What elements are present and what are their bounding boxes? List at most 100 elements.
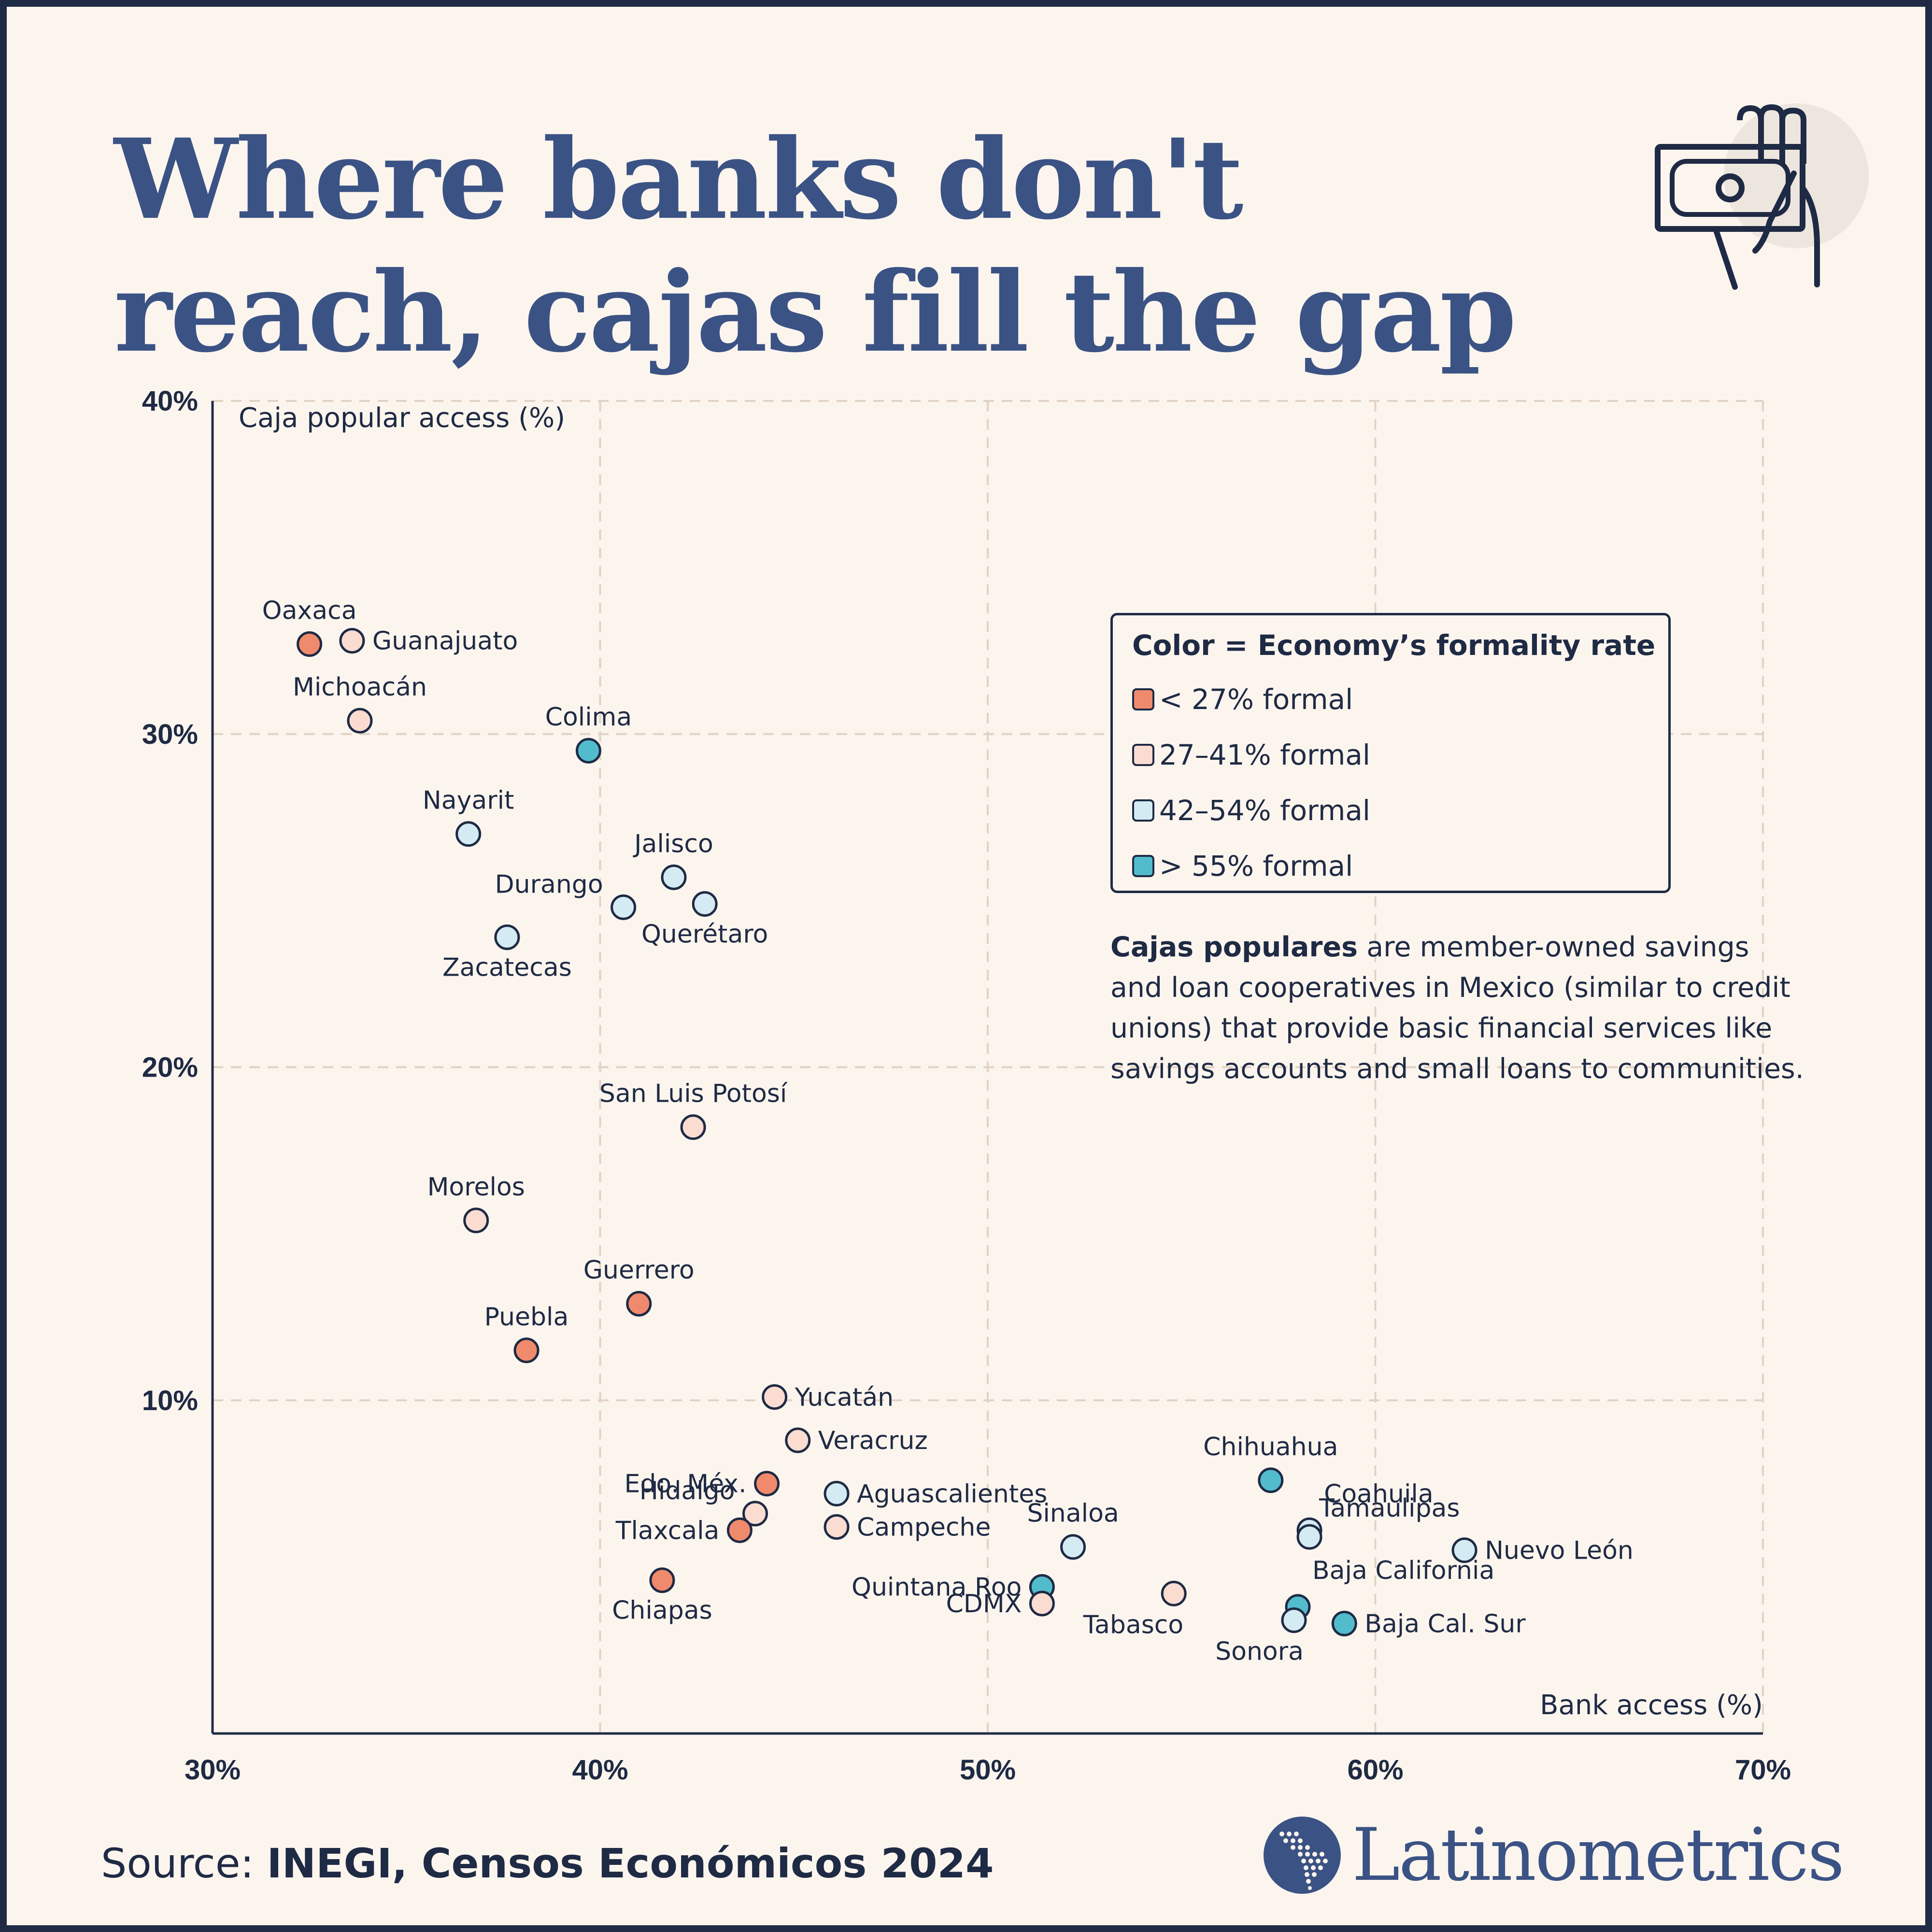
data-point-label: Nuevo León bbox=[1485, 1536, 1634, 1565]
data-point-tabasco bbox=[1161, 1580, 1187, 1606]
data-point-label: Yucatán bbox=[795, 1383, 894, 1412]
y-tick-label: 20% bbox=[142, 1052, 198, 1083]
source-name: INEGI, Censos Económicos 2024 bbox=[267, 1840, 994, 1887]
data-point-edo-m-x- bbox=[754, 1471, 780, 1497]
x-tick-label: 60% bbox=[1347, 1754, 1403, 1786]
infographic-frame: Where banks don't reach, cajas fill the … bbox=[7, 7, 1925, 1925]
data-point-campeche bbox=[824, 1514, 850, 1540]
data-point-chihuahua bbox=[1258, 1467, 1284, 1493]
legend-item-lt27: < 27% formal bbox=[1132, 671, 1649, 727]
legend-label: > 55% formal bbox=[1159, 849, 1353, 882]
data-point-label: Chiapas bbox=[612, 1596, 712, 1625]
note-text: are member-owned savings and loan cooper… bbox=[1110, 931, 1804, 1085]
data-point-colima bbox=[575, 738, 601, 764]
y-tick-label: 10% bbox=[142, 1385, 198, 1416]
data-point-durango bbox=[611, 894, 637, 920]
data-point-label: Baja Cal. Sur bbox=[1364, 1609, 1526, 1638]
legend-swatch-42-54 bbox=[1132, 799, 1154, 822]
legend-title: Color = Economy’s formality rate bbox=[1132, 629, 1656, 662]
data-point-michoac-n bbox=[347, 708, 373, 734]
data-point-sonora bbox=[1281, 1607, 1307, 1633]
data-point-nayarit bbox=[455, 821, 482, 847]
scatter-chart: 30% 40% 50% 60% 70% 10% 20% 30% 40% Caja popular… bbox=[142, 385, 1791, 1786]
data-point-label: Coahuila bbox=[1324, 1479, 1434, 1508]
data-point-guerrero bbox=[626, 1291, 652, 1317]
data-point-cdmx bbox=[1029, 1591, 1055, 1617]
source-prefix: Source: bbox=[101, 1840, 267, 1887]
data-point-label: Guerrero bbox=[583, 1256, 695, 1285]
data-point-label: Chihuahua bbox=[1203, 1433, 1338, 1462]
data-point-san-luis-potos- bbox=[680, 1114, 706, 1140]
y-axis-title: Caja popular access (%) bbox=[239, 402, 565, 434]
data-point-hidalgo bbox=[742, 1501, 768, 1527]
legend-swatch-27-41 bbox=[1132, 743, 1154, 766]
data-point-label: Morelos bbox=[427, 1173, 525, 1202]
legend-swatch-lt27 bbox=[1132, 688, 1154, 710]
data-point-zacatecas bbox=[494, 924, 520, 950]
legend-item-gt55: > 55% formal bbox=[1132, 838, 1649, 894]
data-point-sinaloa bbox=[1060, 1534, 1086, 1560]
data-point-morelos bbox=[463, 1208, 489, 1234]
data-point-label: Tabasco bbox=[1083, 1610, 1183, 1639]
legend-swatch-gt55 bbox=[1132, 854, 1154, 877]
brand-logo: Latinometrics bbox=[1263, 1813, 1845, 1897]
data-point-label: Nayarit bbox=[423, 786, 514, 815]
data-point-label: Hidalgo bbox=[639, 1477, 735, 1506]
data-point-label: San Luis Potosí bbox=[599, 1080, 788, 1108]
latin-america-map-icon bbox=[1264, 1816, 1341, 1894]
data-point-yucat-n bbox=[762, 1384, 788, 1410]
x-axis-title: Bank access (%) bbox=[1540, 1690, 1763, 1721]
data-point-label: Veracruz bbox=[818, 1426, 928, 1455]
y-tick-label: 40% bbox=[142, 385, 198, 417]
x-tick-label: 30% bbox=[185, 1754, 241, 1786]
data-point-label: Campeche bbox=[857, 1513, 991, 1542]
legend-label: 42–54% formal bbox=[1159, 794, 1371, 827]
data-point-label: Aguascalientes bbox=[857, 1479, 1047, 1508]
x-tick-label: 70% bbox=[1735, 1754, 1791, 1786]
x-tick-label: 50% bbox=[960, 1754, 1016, 1786]
page-title: Where banks don't reach, cajas fill the … bbox=[114, 114, 1517, 377]
data-point-chiapas bbox=[649, 1567, 675, 1593]
data-point-nuevo-le-n bbox=[1451, 1537, 1477, 1563]
data-point-label: Puebla bbox=[484, 1303, 569, 1332]
data-point-oaxaca bbox=[297, 631, 323, 657]
money-hand-icon bbox=[1655, 103, 1869, 290]
legend-item-42-54: 42–54% formal bbox=[1132, 782, 1649, 838]
data-point-label: Guanajuato bbox=[372, 627, 518, 656]
data-point-quer-taro bbox=[692, 891, 718, 917]
data-point-label: Jalisco bbox=[633, 829, 713, 858]
data-point-label: Oaxaca bbox=[262, 597, 357, 625]
data-point-label: Michoacán bbox=[293, 673, 427, 702]
explanatory-note: Cajas populares are member-owned savings… bbox=[1110, 927, 1806, 1089]
data-point-aguascalientes bbox=[824, 1480, 850, 1506]
chart-axes bbox=[211, 401, 1763, 1735]
data-point-label: Sonora bbox=[1215, 1637, 1304, 1666]
data-point-baja-cal-sur bbox=[1331, 1610, 1357, 1636]
brand-name: Latinometrics bbox=[1352, 1813, 1845, 1897]
data-point-label: CDMX bbox=[946, 1590, 1022, 1619]
legend-label: 27–41% formal bbox=[1159, 738, 1371, 771]
data-point-label: Edo. Méx. bbox=[624, 1470, 746, 1499]
legend-item-27-41: 27–41% formal bbox=[1132, 727, 1649, 782]
data-point-label: Colima bbox=[545, 703, 632, 732]
data-point-label: Sinaloa bbox=[1027, 1499, 1119, 1528]
data-point-tlaxcala bbox=[726, 1517, 753, 1543]
data-point-label: Tamaulipas bbox=[1319, 1494, 1460, 1523]
data-point-veracruz bbox=[785, 1427, 811, 1453]
data-point-label: Tlaxcala bbox=[615, 1516, 720, 1545]
data-point-label: Quintana Roo bbox=[852, 1573, 1022, 1602]
source-credit: Source: INEGI, Censos Económicos 2024 bbox=[101, 1840, 994, 1887]
legend: Color = Economy’s formality rate < 27% f… bbox=[1110, 613, 1671, 893]
data-point-label: Baja California bbox=[1312, 1556, 1494, 1585]
data-point-label: Durango bbox=[495, 870, 603, 899]
legend-label: < 27% formal bbox=[1159, 682, 1353, 716]
note-bold: Cajas populares bbox=[1110, 931, 1358, 963]
data-point-jalisco bbox=[661, 864, 687, 890]
data-point-guanajuato bbox=[339, 628, 365, 654]
y-tick-label: 30% bbox=[142, 719, 198, 750]
data-point-tamaulipas bbox=[1296, 1524, 1322, 1550]
data-point-puebla bbox=[513, 1337, 540, 1364]
x-tick-label: 40% bbox=[572, 1754, 628, 1786]
data-point-label: Querétaro bbox=[641, 920, 768, 949]
data-point-label: Zacatecas bbox=[442, 953, 572, 982]
